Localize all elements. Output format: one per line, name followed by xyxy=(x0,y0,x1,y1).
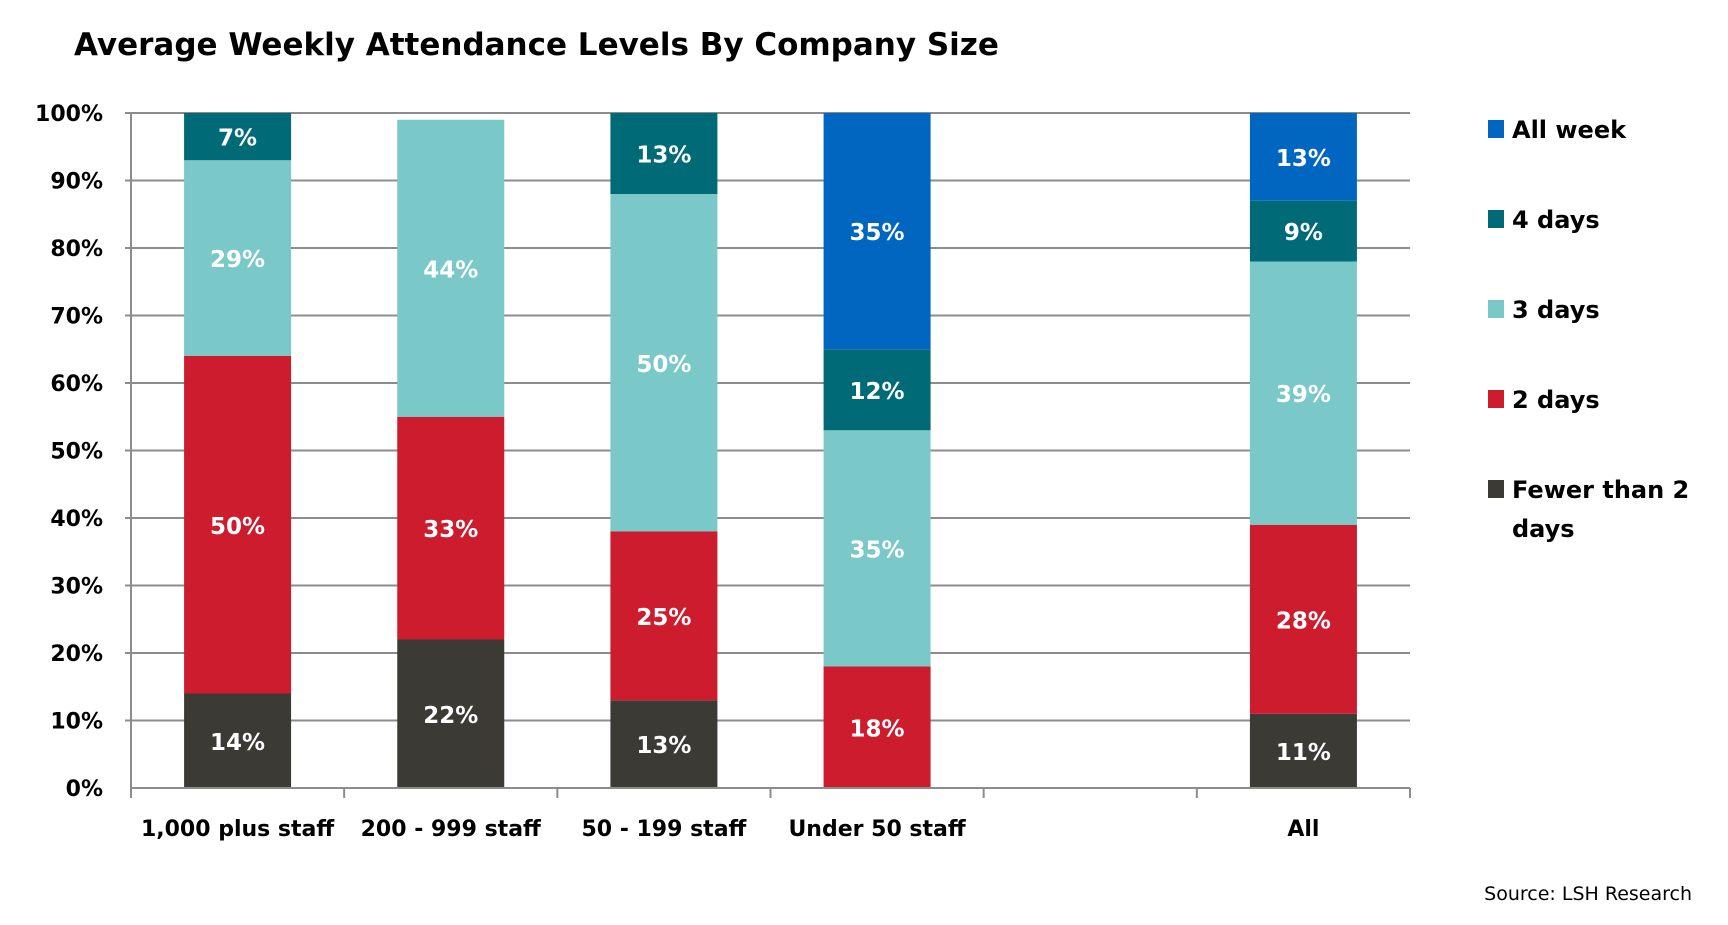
bar-segment xyxy=(1249,113,1357,201)
legend-swatch xyxy=(1488,480,1504,498)
data-label: 13% xyxy=(636,733,691,759)
data-label: 50% xyxy=(210,514,265,540)
data-label: 12% xyxy=(850,379,905,405)
legend-swatch xyxy=(1488,390,1504,408)
y-tick-label: 50% xyxy=(50,440,103,465)
legend-label: 4 days xyxy=(1512,206,1600,234)
legend: All week 4 days 3 days 2 days Fewer than 2 da… xyxy=(1488,116,1689,543)
data-label: 28% xyxy=(1276,608,1331,634)
legend-swatch xyxy=(1488,120,1504,138)
legend-label: 3 days xyxy=(1512,296,1600,324)
legend-swatch xyxy=(1488,300,1504,318)
y-tick-label: 40% xyxy=(50,507,103,532)
y-tick-label: 90% xyxy=(50,170,103,195)
bar-segment xyxy=(610,700,718,788)
bar-segment xyxy=(397,119,505,417)
data-label: 25% xyxy=(636,605,691,631)
data-label: 18% xyxy=(850,716,905,742)
bar-segment xyxy=(184,356,292,694)
source-note: Source: LSH Research xyxy=(1484,883,1692,905)
data-label: 35% xyxy=(850,220,905,246)
bar-segment xyxy=(397,416,505,640)
bars: 14% 50% 29% 7% 22% 33% 44% 13% 25% 50% 13% 18% 35% 12… xyxy=(184,113,1357,788)
x-tick-label: 1,000 plus staff xyxy=(141,817,335,842)
bar-segment xyxy=(1249,261,1357,525)
data-label: 22% xyxy=(423,703,478,729)
bar-segment xyxy=(397,639,505,788)
gridlines xyxy=(125,112,1410,722)
axes: 0% 10% 20% 30% 40% 50% 60% 70% 80% 90% 100% 1,000 p… xyxy=(35,102,1411,842)
data-label: 11% xyxy=(1276,740,1331,766)
data-label: 44% xyxy=(423,257,478,283)
bar-segment xyxy=(610,113,718,194)
x-tick-label: Under 50 staff xyxy=(788,817,966,842)
chart-title: Average Weekly Attendance Levels By Comp… xyxy=(74,27,999,63)
x-tick-label: 50 - 199 staff xyxy=(581,817,747,842)
bar-segment xyxy=(610,194,718,532)
data-label: 13% xyxy=(636,143,691,169)
bar-segment xyxy=(610,531,718,701)
bar-segment xyxy=(823,349,931,431)
bar-segment xyxy=(823,430,931,667)
data-label: 29% xyxy=(210,247,265,273)
legend-label: Fewer than 2 days xyxy=(1512,476,1689,543)
bar-segment xyxy=(184,113,292,161)
x-tick-label: All xyxy=(1287,817,1319,842)
legend-label: 2 days xyxy=(1512,386,1600,414)
y-tick-label: 0% xyxy=(66,777,103,802)
bar-segment xyxy=(823,666,931,788)
data-label: 14% xyxy=(210,730,265,756)
y-tick-label: 100% xyxy=(35,102,103,127)
y-tick-label: 10% xyxy=(50,710,103,735)
legend-swatch xyxy=(1488,210,1504,228)
y-tick-label: 30% xyxy=(50,575,103,600)
bar-segment xyxy=(1249,524,1357,714)
bar-segment xyxy=(823,113,931,350)
bar-segment xyxy=(1249,713,1357,788)
y-tick-label: 20% xyxy=(50,642,103,667)
data-label: 35% xyxy=(850,537,905,563)
bar-segment xyxy=(1249,200,1357,262)
y-tick-label: 60% xyxy=(50,372,103,397)
legend-label: All week xyxy=(1512,116,1627,144)
data-label: 9% xyxy=(1284,220,1323,246)
x-tick-label: 200 - 999 staff xyxy=(361,817,542,842)
data-label: 7% xyxy=(218,126,257,152)
data-label: 33% xyxy=(423,517,478,543)
y-tick-label: 80% xyxy=(50,237,103,262)
y-tick-label: 70% xyxy=(50,305,103,330)
data-label: 50% xyxy=(636,352,691,378)
data-label: 13% xyxy=(1276,146,1331,172)
bar-segment xyxy=(184,693,292,788)
data-label: 39% xyxy=(1276,382,1331,408)
bar-segment xyxy=(184,160,292,356)
